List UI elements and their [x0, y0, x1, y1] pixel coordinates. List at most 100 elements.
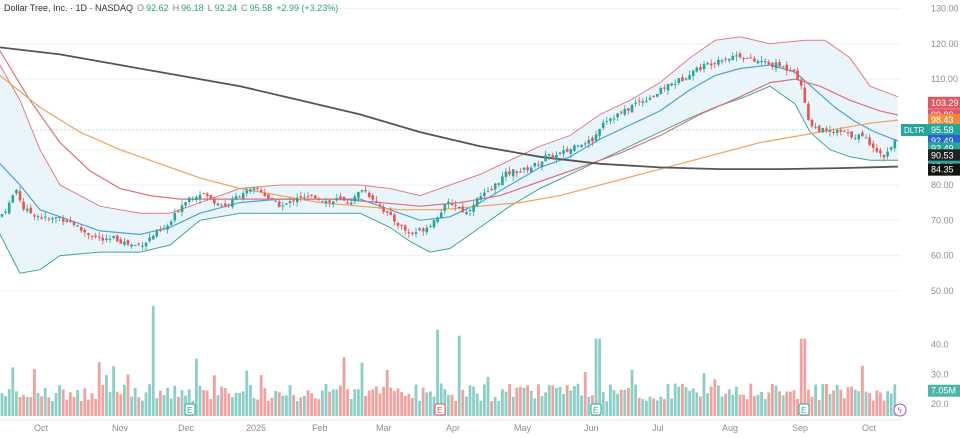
volume-bar	[169, 398, 173, 416]
candle-body	[317, 199, 321, 201]
candle-body	[87, 232, 90, 236]
candle-body	[321, 201, 324, 203]
volume-bar	[213, 375, 216, 416]
candle-body	[144, 242, 148, 247]
volume-bar	[691, 388, 695, 416]
candle-body	[594, 134, 598, 141]
candle-body	[342, 196, 346, 201]
earnings-marker	[590, 403, 602, 416]
volume-bar	[814, 384, 817, 416]
volume-bar	[511, 396, 515, 416]
volume-bar	[789, 391, 792, 416]
volume-bar	[630, 369, 634, 416]
bollinger-upper-line	[0, 36, 899, 214]
candle-body	[630, 104, 634, 113]
volume-bar	[29, 397, 33, 416]
volume-bar	[389, 387, 393, 416]
volume-bar	[835, 384, 839, 416]
candle-body	[616, 113, 619, 118]
price-tag-label: 103.29	[931, 98, 959, 108]
volume-bar	[51, 401, 54, 416]
volume-bar	[645, 400, 648, 416]
volume-bar	[490, 401, 493, 416]
candle-body	[724, 58, 727, 60]
volume-bar	[659, 396, 663, 416]
volume-bar	[256, 399, 259, 416]
volume-bar	[785, 391, 789, 416]
candle-body	[65, 220, 69, 223]
volume-bar	[483, 384, 486, 416]
candle-body	[580, 144, 583, 147]
candle-body	[547, 154, 551, 156]
volume-bar	[331, 389, 335, 416]
volume-bar	[864, 391, 868, 416]
candle-body	[137, 243, 141, 245]
volume-bar	[565, 385, 569, 416]
candle-body	[623, 109, 627, 115]
candle-body	[742, 57, 745, 60]
volume-bar	[555, 388, 558, 416]
volume-bar	[540, 396, 544, 416]
volume-bar	[360, 362, 364, 416]
symbol-tag-label: DLTR	[904, 126, 925, 135]
candle-body	[713, 63, 717, 65]
candle-body	[216, 203, 220, 206]
volume-tick-label: 40.0	[931, 340, 949, 350]
x-tick-label: Jun	[584, 423, 599, 433]
volume-bar	[267, 400, 270, 416]
candle-body	[699, 67, 702, 70]
volume-bar	[450, 394, 454, 416]
volume-bar	[828, 394, 832, 416]
volume-bar	[195, 358, 198, 416]
candle-body	[400, 224, 403, 226]
volume-bar	[526, 385, 529, 416]
volume-bar	[130, 396, 133, 416]
price-tag	[928, 113, 960, 126]
candle-body	[202, 193, 205, 195]
candle-body	[702, 63, 706, 70]
volume-bar	[695, 392, 699, 416]
volume-bar	[119, 394, 123, 416]
volume-bar	[709, 386, 713, 416]
volume-bar	[612, 390, 616, 416]
candle-body	[605, 121, 609, 123]
candle-body	[565, 148, 569, 152]
volume-bar	[468, 385, 472, 416]
volume-bar	[735, 386, 738, 416]
volume-bar	[461, 389, 465, 416]
candle-body	[771, 62, 774, 67]
volume-bar	[763, 399, 767, 416]
earnings-marker-letter: E	[437, 406, 442, 415]
candle-body	[367, 192, 371, 198]
volume-bar	[432, 396, 436, 416]
candle-body	[504, 171, 508, 178]
volume-bar	[447, 394, 450, 416]
candle-body	[591, 137, 594, 142]
dividend-marker	[893, 403, 907, 417]
candle-body	[753, 58, 756, 62]
volume-bar	[393, 390, 396, 416]
candle-body	[508, 171, 511, 175]
volume-bar	[411, 398, 414, 416]
volume-bar	[781, 395, 785, 416]
candle-body	[119, 239, 123, 244]
change-value: +2.99 (+3.23%)	[276, 3, 339, 13]
volume-bar	[425, 392, 429, 416]
candle-body	[749, 57, 753, 59]
candle-body	[695, 67, 699, 72]
volume-bar	[313, 398, 317, 416]
candle-body	[198, 194, 202, 199]
candle-body	[457, 206, 461, 208]
volume-bar	[259, 375, 263, 416]
volume-bar	[321, 390, 324, 416]
candle-body	[105, 238, 108, 240]
volume-bar	[544, 392, 547, 416]
y-tick-label: 110.00	[931, 74, 958, 84]
volume-bar	[148, 384, 151, 416]
volume-bar	[803, 338, 807, 416]
candle-body	[223, 203, 227, 206]
candle-body	[335, 198, 339, 201]
volume-bar	[162, 395, 166, 416]
